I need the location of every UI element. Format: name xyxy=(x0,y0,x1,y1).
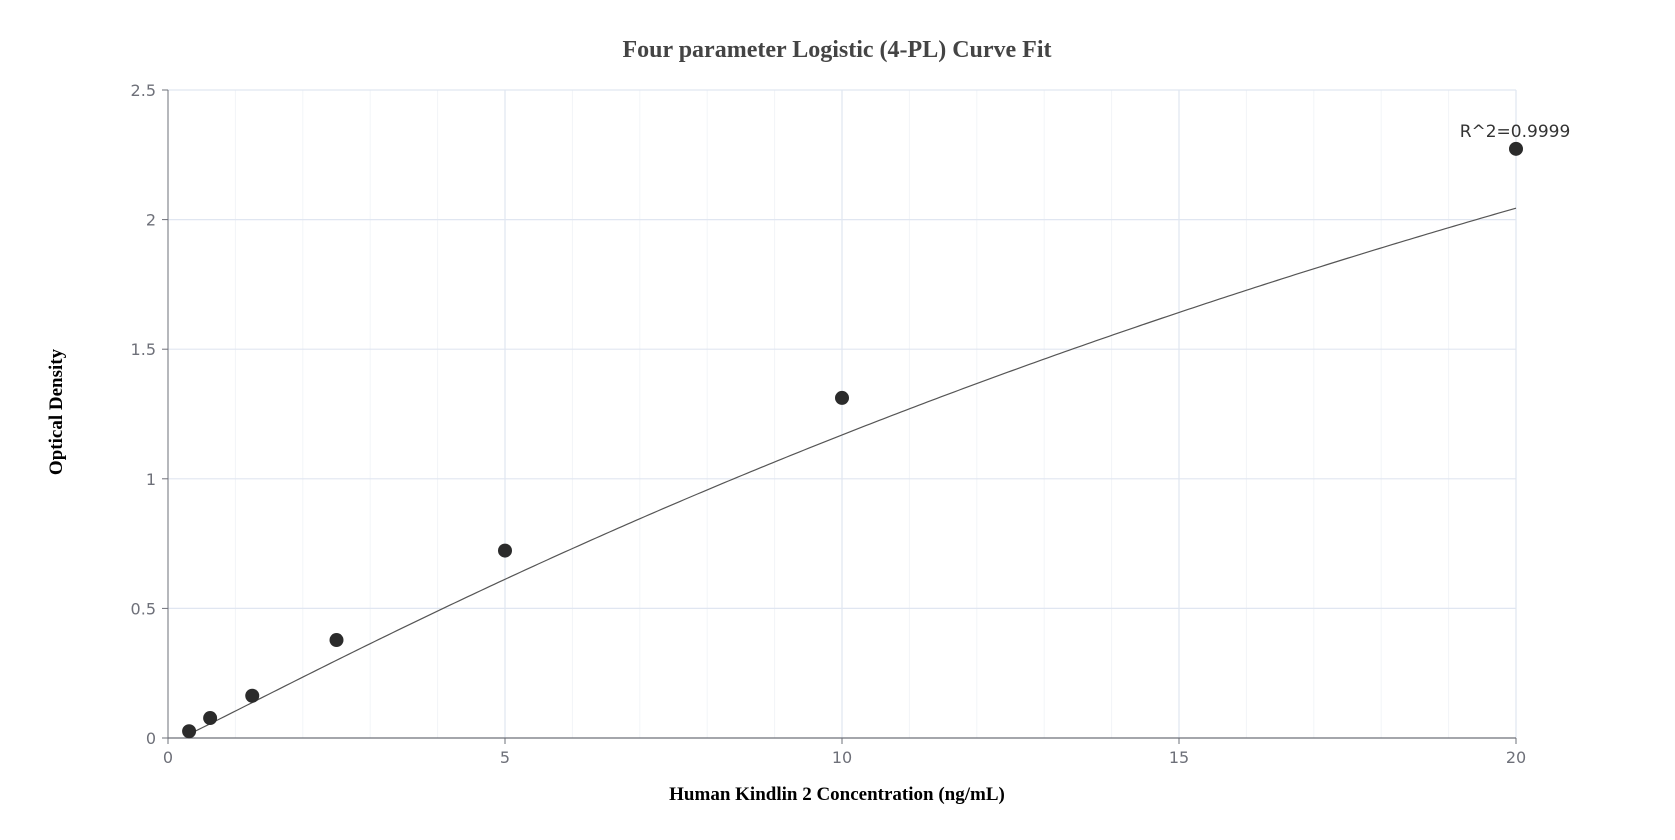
minor-gridlines xyxy=(234,90,1450,738)
fit-curve-line xyxy=(188,207,1517,735)
y-tick-label: 0.5 xyxy=(131,599,156,618)
data-point xyxy=(498,543,512,558)
y-tick-label: 1.5 xyxy=(131,340,156,359)
y-axis-label: Optical Density xyxy=(46,348,67,475)
x-axis-label: Human Kindlin 2 Concentration (ng/mL) xyxy=(669,784,1005,805)
data-point xyxy=(329,633,344,648)
x-tick-label: 15 xyxy=(1169,748,1189,767)
data-point xyxy=(1509,141,1523,156)
axes xyxy=(162,89,1517,744)
y-tick-label: 1 xyxy=(146,470,156,489)
y-tick-label: 0 xyxy=(146,729,156,748)
y-tick-label: 2 xyxy=(146,211,156,230)
data-point xyxy=(835,390,849,405)
data-point xyxy=(182,724,197,739)
x-tick-label: 20 xyxy=(1506,748,1526,767)
data-point xyxy=(203,711,218,726)
chart-title: Four parameter Logistic (4-PL) Curve Fit xyxy=(622,37,1051,63)
x-tick-label: 0 xyxy=(163,748,173,767)
major-gridlines xyxy=(168,89,1517,738)
x-tick-label: 10 xyxy=(832,748,852,767)
data-points xyxy=(182,141,1523,739)
x-tick-label: 5 xyxy=(500,748,510,767)
y-tick-label: 2.5 xyxy=(131,81,156,100)
data-point xyxy=(245,688,260,703)
tick-labels: 0 5 10 15 20 0 0.5 1 1.5 2 2.5 xyxy=(131,81,1527,767)
r-squared-annotation: R^2=0.9999 xyxy=(1460,122,1571,142)
